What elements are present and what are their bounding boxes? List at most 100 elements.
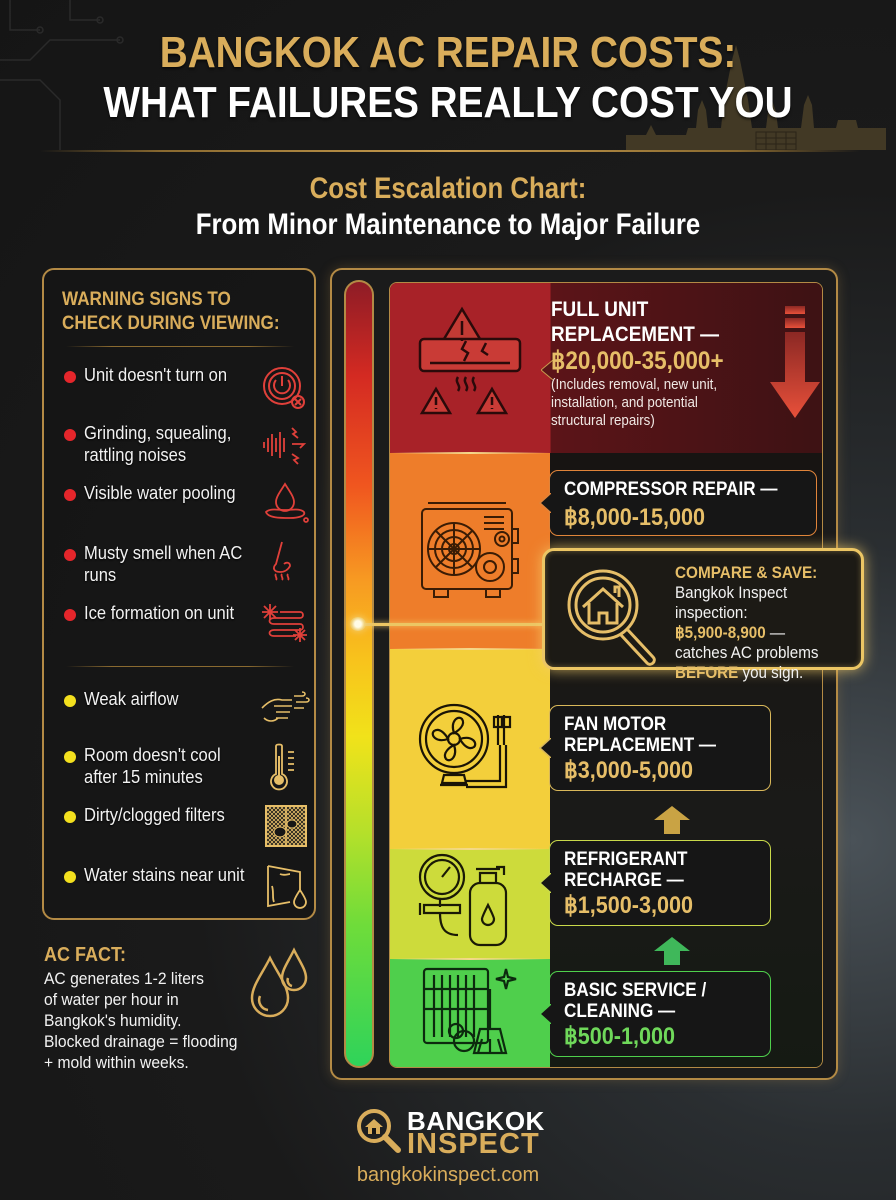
divider [390,648,550,650]
yellow-bullet [64,871,76,883]
tier-title: COMPRESSOR REPAIR — [564,479,778,500]
pointer-arrow [539,1004,551,1024]
pointer-arrow [539,738,551,758]
down-arrow-icon [770,306,820,418]
warning-item: Weak airflow [62,688,314,740]
compare-save-callout: COMPARE & SAVE: Bangkok Inspect inspecti… [542,548,864,682]
before-emphasis: BEFORE [675,664,739,682]
circuit-decoration [0,0,124,150]
ac-fact-title: AC FACT: [44,944,126,966]
tier-full-unit-price: ฿20,000-35,000+ [551,347,724,375]
divider [66,666,294,667]
filter-cleaning-icon [422,967,517,1055]
pointer-arrow [539,493,551,513]
logo-text-bangkok: BANGKOK [407,1106,545,1136]
tier-title-line: FULL UNIT [551,298,649,321]
warning-item-text: Unit doesn't turn on [84,365,228,385]
tier-price: ฿3,000-5,000 [564,757,694,784]
warning-item: Dirty/clogged filters [62,804,314,856]
compare-text: — [765,624,786,642]
header-divider [40,150,860,152]
yellow-bullet [64,811,76,823]
divider [66,346,294,347]
connector-line [364,623,542,626]
tier-price: ฿1,500-3,000 [564,892,694,919]
fan-motor-icon [418,703,512,789]
warning-item-text: Ice formation on unit [84,603,235,623]
tier-title-line: REPLACEMENT — [551,323,720,346]
up-arrow-icon [654,806,690,834]
subtitle-line1: Cost Escalation Chart: [309,172,587,205]
warning-item-text: Grinding, squealing, rattling noises [84,423,232,465]
bangkok-inspect-logo-icon[interactable] [356,1108,402,1154]
red-bullet [64,371,76,383]
tier-title: BASIC SERVICE / CLEANING — [564,980,707,1022]
compressor-gears-icon [421,502,519,598]
pointer-arrow [539,873,551,893]
warning-item: Room doesn't cool after 15 minutes [62,743,314,796]
main-title-line1: BANGKOK AC REPAIR COSTS: [159,28,737,77]
gradient-marker [350,617,366,631]
website-link[interactable]: bangkokinspect.com [356,1164,540,1186]
tier-title: REFRIGERANT RECHARGE — [564,849,688,891]
compare-text: inspection: [675,604,748,622]
yellow-bullet [64,751,76,763]
clogged-filter-icon [265,805,307,847]
cost-gradient-bar [344,280,374,1068]
tier-price: ฿500-1,000 [564,1023,676,1050]
warning-item-text: Musty smell when AC runs [84,543,243,585]
compare-text: you sign. [738,664,804,682]
ice-coil-icon [262,604,307,642]
broken-ac-warning-icon [418,306,522,415]
warning-item-text: Weak airflow [84,689,179,709]
compare-text: catches AC problems [675,644,819,662]
tier-fan-motor-bubble: FAN MOTOR REPLACEMENT — ฿3,000-5,000 [539,705,771,791]
tier-title: FAN MOTOR REPLACEMENT — [564,714,717,756]
water-stain-icon [267,865,307,909]
ac-fact-text: AC generates 1-2 liters of water per hou… [44,969,238,1072]
tier-full-unit-title: FULL UNIT REPLACEMENT — [551,297,749,347]
compare-price-line: ฿5,900-8,900 — [675,623,785,643]
warning-signs-panel: WARNING SIGNS TO CHECK DURING VIEWING: U… [42,268,316,920]
warning-item: Grinding, squealing, rattling noises [62,422,314,474]
temple-skyline-icon [626,45,886,150]
up-arrow-icon [654,937,690,965]
main-title-line2: WHAT FAILURES REALLY COST YOU [103,78,793,127]
warning-item-text: Visible water pooling [84,483,236,503]
hand-airflow-icon [261,691,310,722]
house-magnifier-icon [567,569,656,666]
noise-wave-icon [263,427,307,465]
tier-full-unit-note: (Includes removal, new unit, installatio… [551,377,718,429]
warning-item-text: Water stains near unit [84,865,245,885]
tier-basic-service-bubble: BASIC SERVICE / CLEANING — ฿500-1,000 [539,971,771,1057]
water-drops-icon [250,947,308,1018]
subtitle-line2: From Minor Maintenance to Major Failure [195,208,701,241]
warning-item: Water stains near unit [62,864,314,916]
inspection-price: ฿5,900-8,900 [675,624,766,642]
tier-refrigerant-bubble: REFRIGERANT RECHARGE — ฿1,500-3,000 [539,840,771,926]
red-bullet [64,609,76,621]
warning-item-text: Dirty/clogged filters [84,805,225,825]
compare-text: Bangkok Inspect [675,584,788,602]
header: BANGKOK AC REPAIR COSTS: WHAT FAILURES R… [0,0,896,155]
compare-before-line: BEFORE you sign. [675,663,803,683]
logo-text-inspect: INSPECT [407,1128,540,1160]
warning-item: Unit doesn't turn on [62,364,314,416]
divider [390,958,550,960]
divider [390,452,550,454]
compare-title: COMPARE & SAVE: [675,563,818,582]
warning-item: Visible water pooling [62,482,314,534]
tier-compressor-cell [390,453,550,649]
divider [390,848,550,850]
tier-price: ฿8,000-15,000 [564,504,706,531]
water-puddle-icon [264,482,309,523]
warning-panel-title: WARNING SIGNS TO CHECK DURING VIEWING: [62,289,280,334]
tier-compressor-bubble: COMPRESSOR REPAIR — ฿8,000-15,000 [539,470,817,536]
warning-item-text: Room doesn't cool after 15 minutes [84,745,221,787]
red-bullet [64,429,76,441]
thermometer-icon [270,743,294,791]
warning-item: Musty smell when AC runs [62,541,314,594]
gauge-tank-icon [418,853,508,947]
yellow-bullet [64,695,76,707]
pointer-arrow [541,360,553,380]
